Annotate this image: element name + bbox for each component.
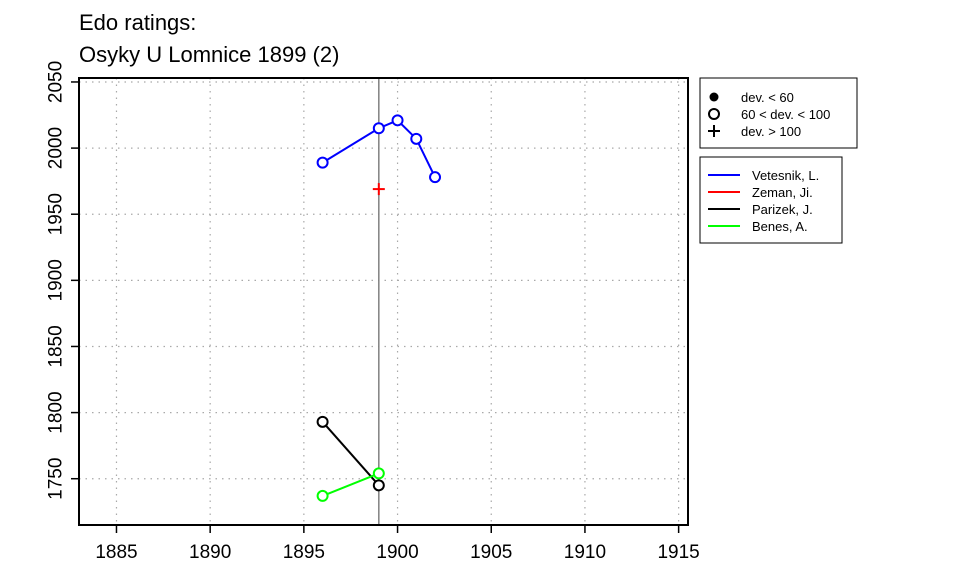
data-point [391, 114, 404, 127]
data-point [372, 122, 385, 135]
y-tick-label: 1800 [46, 391, 67, 433]
series-1 [316, 114, 442, 184]
series-3 [316, 415, 385, 492]
series-line [321, 421, 380, 486]
series-line [322, 472, 380, 497]
x-tick-label: 1910 [564, 542, 606, 563]
y-tick-label: 1750 [46, 458, 67, 500]
x-tick-label: 1885 [95, 542, 137, 563]
y-tick-label: 1900 [46, 259, 67, 301]
y-tick-label: 1850 [46, 325, 67, 367]
marker-legend-box [699, 77, 858, 149]
marker-legend-symbol [708, 108, 720, 120]
chart-title: Edo ratings: [79, 10, 196, 35]
grid [79, 78, 688, 525]
series-legend-label: Zeman, Ji. [752, 185, 813, 200]
x-tick-label: 1895 [283, 542, 325, 563]
series-group [316, 114, 442, 502]
data-point [316, 156, 329, 169]
x-tick-label: 1890 [189, 542, 231, 563]
data-point [410, 132, 423, 145]
data-point [316, 489, 329, 502]
series-legend-label: Vetesnik, L. [752, 168, 819, 183]
series-legend-box [699, 156, 843, 244]
x-tick-label: 1900 [376, 542, 418, 563]
marker-legend-symbol [709, 92, 719, 102]
y-tick-label: 1950 [46, 193, 67, 235]
series-legend-label: Benes, A. [752, 219, 808, 234]
marker-legend: dev. < 60 60 < dev. < 100 dev. > 100 [699, 77, 858, 149]
marker-legend-label: 60 < dev. < 100 [741, 107, 830, 122]
data-point [372, 479, 385, 492]
series-legend: Vetesnik, L. Zeman, Ji. Parizek, J. Benes, … [699, 156, 843, 244]
x-tick-label: 1905 [470, 542, 512, 563]
series-legend-label: Parizek, J. [752, 202, 813, 217]
x-axis: 1885 1890 1895 1900 1905 1910 1915 [95, 525, 700, 563]
chart-subtitle: Osyky U Lomnice 1899 (2) [79, 42, 339, 67]
y-tick-label: 2000 [46, 127, 67, 169]
marker-legend-label: dev. > 100 [741, 124, 801, 139]
series-2 [372, 183, 385, 196]
plot-frame [78, 77, 689, 526]
data-point [429, 171, 442, 184]
y-tick-label: 2050 [46, 61, 67, 103]
data-point [372, 183, 385, 196]
series-4 [316, 467, 385, 502]
data-point [372, 467, 385, 480]
marker-legend-label: dev. < 60 [741, 90, 794, 105]
y-axis: 1750 1800 1850 1900 1950 2000 2050 [46, 61, 79, 500]
data-point [316, 415, 329, 428]
x-tick-label: 1915 [657, 542, 699, 563]
marker-legend-symbol [708, 125, 720, 137]
